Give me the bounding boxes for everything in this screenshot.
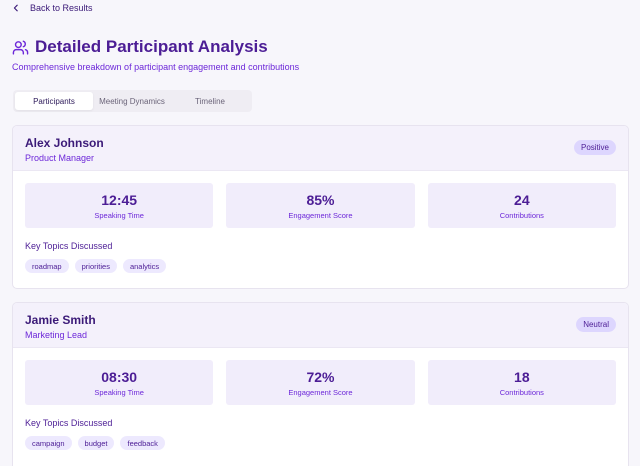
- stat-value: 24: [514, 191, 530, 208]
- stat-label: Contributions: [499, 210, 544, 220]
- speaking-time-stat: 08:30 Speaking Time: [25, 360, 214, 405]
- back-to-results-link[interactable]: Back to Results: [12, 3, 93, 13]
- topic-tag: roadmap: [25, 259, 69, 273]
- key-topics-title: Key Topics Discussed: [25, 241, 113, 251]
- speaking-time-stat: 12:45 Speaking Time: [25, 183, 214, 228]
- stats-row: 12:45 Speaking Time 85% Engagement Score…: [13, 171, 628, 228]
- participant-card: Alex Johnson Product Manager Positive 12…: [12, 125, 629, 289]
- stat-label: Engagement Score: [288, 387, 353, 397]
- tab-list: Participants Meeting Dynamics Timeline: [13, 90, 252, 112]
- key-topics-title: Key Topics Discussed: [25, 418, 113, 428]
- contributions-stat: 18 Contributions: [427, 360, 616, 405]
- sentiment-badge: Neutral: [576, 317, 616, 332]
- users-icon: [12, 40, 29, 55]
- topic-tag: feedback: [120, 436, 165, 450]
- participant-card-header: Alex Johnson Product Manager Positive: [13, 126, 628, 171]
- engagement-score-stat: 85% Engagement Score: [226, 183, 415, 228]
- topic-tag: budget: [77, 436, 115, 450]
- participant-role: Marketing Lead: [25, 330, 88, 340]
- stat-label: Speaking Time: [94, 210, 144, 220]
- participant-role: Product Manager: [25, 153, 95, 163]
- stats-row: 08:30 Speaking Time 72% Engagement Score…: [13, 348, 628, 405]
- topic-tag: campaign: [25, 436, 72, 450]
- stat-label: Engagement Score: [288, 210, 353, 220]
- participant-card: Jamie Smith Marketing Lead Neutral 08:30…: [12, 302, 629, 466]
- contributions-stat: 24 Contributions: [427, 183, 616, 228]
- sentiment-badge: Positive: [573, 140, 616, 155]
- topic-tag: analytics: [122, 259, 167, 273]
- participant-card-header: Jamie Smith Marketing Lead Neutral: [13, 303, 628, 348]
- tab-meeting-dynamics[interactable]: Meeting Dynamics: [99, 96, 165, 106]
- stat-value: 72%: [306, 368, 335, 385]
- tab-timeline[interactable]: Timeline: [195, 96, 225, 106]
- topic-tags: roadmap priorities analytics: [25, 259, 628, 273]
- engagement-score-stat: 72% Engagement Score: [226, 360, 415, 405]
- topic-tags: campaign budget feedback: [25, 436, 628, 450]
- stat-value: 08:30: [101, 368, 138, 385]
- page-subtitle: Comprehensive breakdown of participant e…: [12, 62, 300, 72]
- stat-label: Speaking Time: [94, 387, 144, 397]
- chevron-left-icon: [13, 4, 18, 12]
- stat-value: 12:45: [101, 191, 138, 208]
- stat-value: 85%: [306, 191, 335, 208]
- participant-name: Jamie Smith: [25, 313, 96, 327]
- topic-tag: priorities: [74, 259, 117, 273]
- tab-participants[interactable]: Participants: [15, 92, 93, 110]
- page-title: Detailed Participant Analysis: [35, 37, 268, 56]
- participant-name: Alex Johnson: [25, 136, 104, 150]
- stat-value: 18: [514, 368, 530, 385]
- title-row: Detailed Participant Analysis: [12, 37, 268, 57]
- back-link-label: Back to Results: [30, 3, 93, 13]
- stat-label: Contributions: [499, 387, 544, 397]
